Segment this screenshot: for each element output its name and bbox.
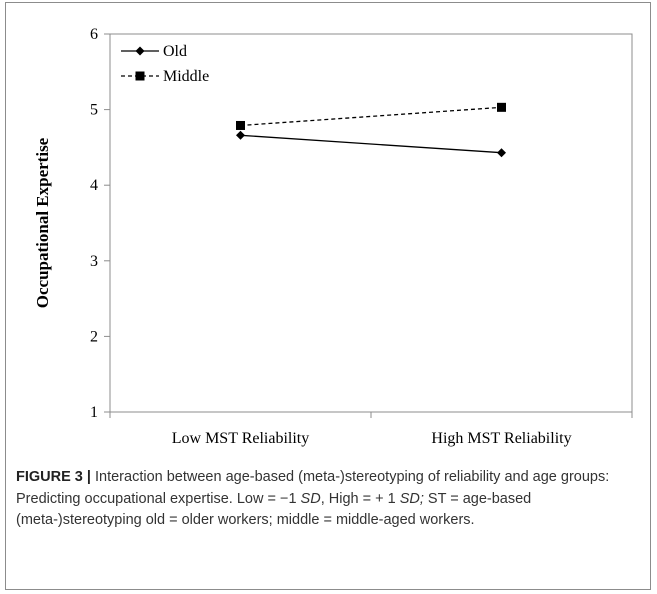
series-line-middle <box>240 106 502 127</box>
figure-frame: 1 2 3 4 5 6 Low MST Reliability High MST Reliab… <box>5 2 651 590</box>
y-tick-label: 4 <box>90 177 98 194</box>
plot-area <box>109 33 633 413</box>
y-tick-label: 5 <box>90 102 98 119</box>
data-point-middle <box>497 102 506 112</box>
x-tick-label: Low MST Reliability <box>172 430 309 447</box>
y-tick-label: 6 <box>90 26 98 43</box>
legend-marker-old <box>135 46 145 56</box>
bottom-rule <box>5 589 651 590</box>
caption-text-3: ST = age-based (meta-)stereotyping old =… <box>16 490 532 529</box>
caption-text-1: Interaction between age-based (meta-)ste… <box>16 469 610 507</box>
caption-sd-1: SD <box>300 490 321 507</box>
caption-label: FIGURE 3 | <box>16 469 91 485</box>
y-tick-label: 3 <box>90 253 98 270</box>
data-point-middle <box>236 120 245 130</box>
legend-label-old: Old <box>163 43 187 60</box>
y-axis-title: Occupational Expertise <box>33 137 52 308</box>
y-tick-label: 1 <box>90 404 98 421</box>
y-tick-label: 2 <box>90 328 98 345</box>
data-point-old <box>497 148 506 158</box>
legend-label-middle: Middle <box>163 68 209 85</box>
figure-caption: FIGURE 3 | Interaction between age-based… <box>16 467 646 532</box>
x-tick-label: High MST Reliability <box>431 430 571 447</box>
data-point-old <box>236 130 245 140</box>
line-chart: 1 2 3 4 5 6 Low MST Reliability High MST Reliab… <box>33 26 633 447</box>
legend-marker-middle <box>135 71 145 81</box>
series-line-old <box>240 134 502 154</box>
caption-text-2: , High = + 1 <box>320 490 400 507</box>
caption-sd-2: SD; <box>399 490 424 507</box>
